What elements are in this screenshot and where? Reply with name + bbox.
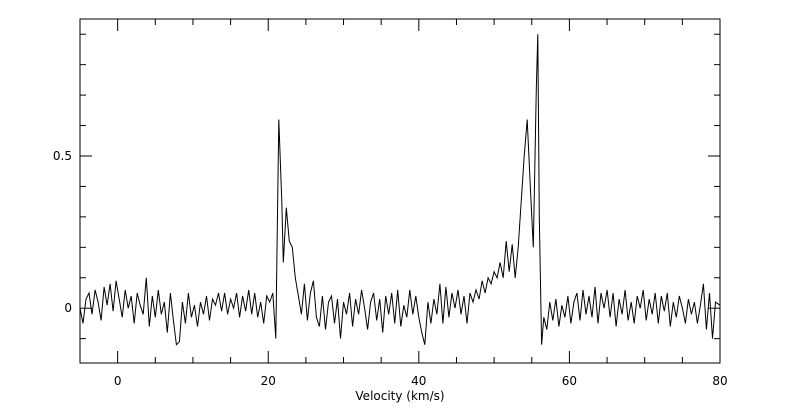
x-tick-label: 20 (261, 374, 276, 388)
x-axis-label: Velocity (km/s) (355, 389, 444, 403)
plot-frame (79, 18, 721, 364)
spectrum-line (79, 34, 721, 346)
x-tick-label: 0 (114, 374, 122, 388)
x-tick-label: 80 (712, 374, 727, 388)
tick-labels: 0 20 40 60 80 0 0.5 (53, 149, 728, 388)
x-tick-label: 40 (411, 374, 426, 388)
x-tick-label: 60 (562, 374, 577, 388)
y-tick-label: 0.5 (53, 149, 72, 163)
axis-ticks (79, 19, 721, 363)
y-tick-label: 0 (64, 301, 72, 315)
